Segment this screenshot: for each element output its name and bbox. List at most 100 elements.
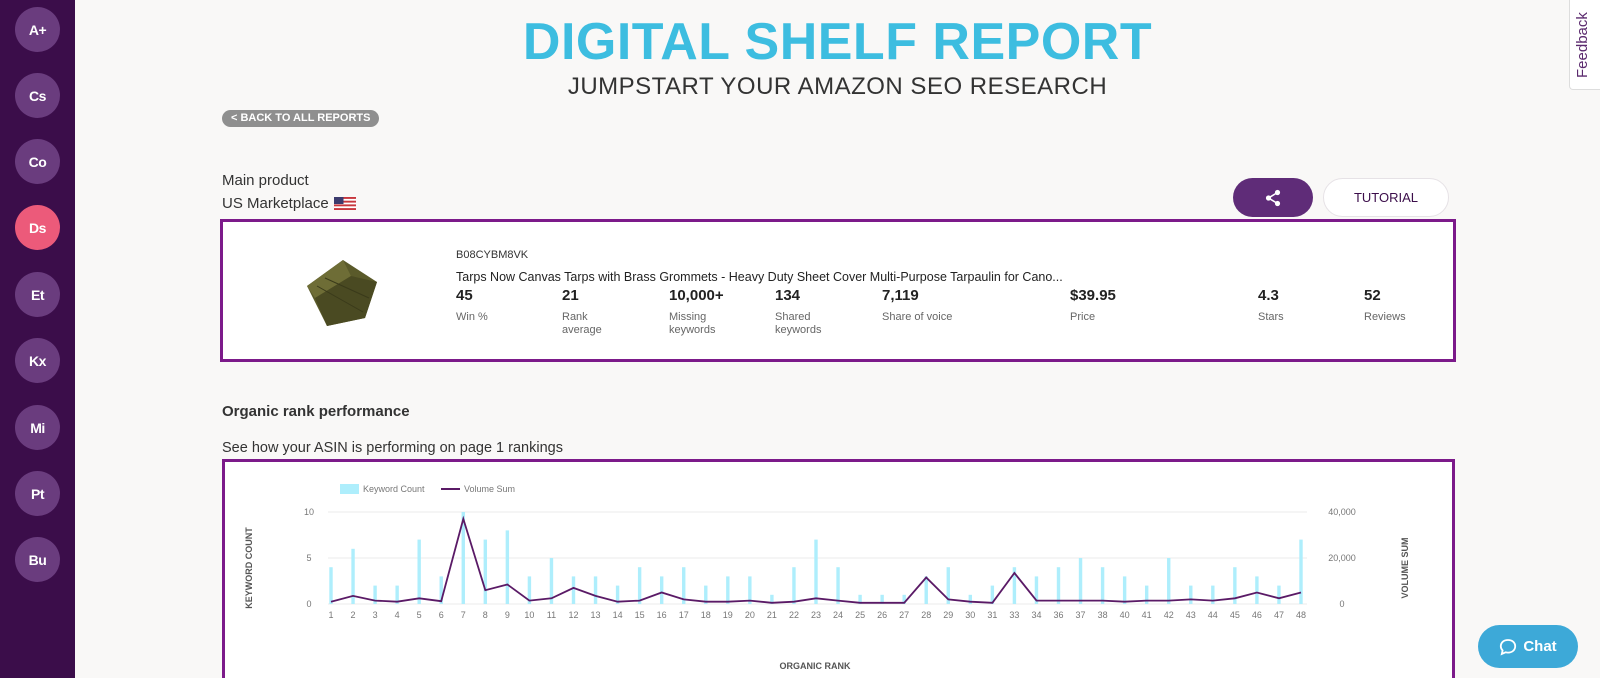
x-tick-label: 46 — [1252, 610, 1262, 620]
x-tick-label: 3 — [373, 610, 378, 620]
x-tick-label: 36 — [1053, 610, 1063, 620]
bar — [836, 567, 840, 604]
sidebar-item-kx[interactable]: Kx — [15, 338, 60, 383]
x-tick-label: 37 — [1076, 610, 1086, 620]
us-flag-icon — [333, 197, 356, 210]
x-tick-label: 47 — [1274, 610, 1284, 620]
bar — [792, 567, 796, 604]
x-tick-label: 45 — [1230, 610, 1240, 620]
product-card: B08CYBM8VK Tarps Now Canvas Tarps with B… — [220, 219, 1456, 362]
page-subtitle: JUMPSTART YOUR AMAZON SEO RESEARCH — [567, 73, 1108, 100]
bar — [1056, 567, 1061, 604]
x-tick-label: 38 — [1098, 610, 1108, 620]
x-tick-label: 28 — [921, 610, 931, 620]
x-tick-label: 6 — [439, 610, 444, 620]
feedback-label[interactable]: Feedback — [1574, 12, 1591, 78]
bar — [1034, 576, 1039, 604]
x-tick-label: 29 — [943, 610, 953, 620]
bar — [946, 567, 950, 604]
x-tick-label: 23 — [811, 610, 821, 620]
bar — [395, 585, 399, 604]
stat-shared-keywords: 134 Shared keywords — [775, 287, 821, 337]
back-to-reports-button[interactable]: < BACK TO ALL REPORTS — [222, 110, 380, 127]
bar — [461, 512, 465, 604]
sidebar-item-ds[interactable]: Ds — [15, 205, 60, 250]
stat-label: Price — [1070, 311, 1096, 323]
stat-win-percent: 45 Win % — [456, 287, 488, 324]
bar — [329, 567, 333, 604]
product-image — [307, 260, 377, 326]
stat-value: 7,119 — [882, 287, 919, 304]
x-tick-label: 15 — [635, 610, 645, 620]
bar — [1211, 585, 1215, 604]
bar — [902, 594, 906, 604]
bar — [880, 594, 884, 604]
sidebar: A+ Cs Co Ds Et Kx Mi Pt Bu — [0, 0, 75, 678]
bar — [659, 576, 664, 604]
x-tick-label: 21 — [767, 610, 777, 620]
x-tick-label: 26 — [877, 610, 887, 620]
bar — [549, 558, 554, 604]
x-tick-label: 8 — [483, 610, 488, 620]
bar — [351, 548, 355, 604]
sidebar-item-co[interactable]: Co — [15, 139, 60, 184]
bar — [417, 539, 421, 604]
y-tick-label: 0 — [306, 599, 311, 609]
x-tick-label: 10 — [524, 610, 534, 620]
sidebar-item-cs[interactable]: Cs — [15, 73, 60, 118]
chat-button[interactable]: Chat — [1478, 625, 1578, 668]
sidebar-item-mi[interactable]: Mi — [15, 405, 60, 450]
y-axis-title: KEYWORD COUNT — [244, 527, 254, 609]
stat-share-of-voice: 7,119 Share of voice — [882, 287, 952, 324]
organic-rank-chart-card: 0 0 5 20,000 10 40,000 1 2 3 4 5 6 7 8 9 10 11 12 13 14 15 16… — [222, 459, 1455, 678]
sidebar-item-bu[interactable]: Bu — [15, 537, 60, 582]
bar — [704, 585, 708, 604]
y2-tick-label: 0 — [1339, 599, 1344, 609]
x-tick-label: 19 — [723, 610, 733, 620]
x-tick-label: 48 — [1296, 610, 1306, 620]
stat-value: 134 — [775, 287, 801, 304]
x-tick-label: 4 — [395, 610, 400, 620]
stat-value: 10,000+ — [669, 287, 724, 304]
x-tick-label: 1 — [328, 610, 333, 620]
bar — [483, 539, 488, 604]
y-tick-label: 5 — [306, 553, 311, 563]
bar — [527, 576, 532, 604]
bar — [1277, 585, 1281, 604]
stat-label: Win % — [456, 311, 488, 323]
x-tick-label: 11 — [547, 610, 556, 620]
stat-missing-keywords: 10,000+ Missing keywords — [669, 287, 724, 337]
stat-value: 45 — [456, 287, 473, 304]
sidebar-item-pt[interactable]: Pt — [15, 471, 60, 516]
y-tick-label: 10 — [304, 507, 314, 517]
bar — [968, 594, 973, 604]
bar — [1255, 576, 1259, 604]
page-title: DIGITAL SHELF REPORT — [522, 13, 1153, 71]
product-title[interactable]: Tarps Now Canvas Tarps with Brass Gromme… — [456, 270, 1063, 284]
chat-label: Chat — [1523, 638, 1557, 655]
stat-label: Share of voice — [882, 311, 953, 323]
stat-reviews: 52 Reviews — [1364, 287, 1406, 324]
stat-price: $39.95 Price — [1070, 287, 1116, 324]
chat-bubble-icon — [1500, 638, 1517, 656]
bar — [924, 576, 928, 604]
bar — [1189, 585, 1193, 604]
share-button[interactable] — [1233, 178, 1313, 217]
feedback-tab[interactable] — [1569, 0, 1600, 90]
sidebar-item-aplus[interactable]: A+ — [15, 7, 60, 52]
bar — [1233, 567, 1237, 604]
organic-rank-subtitle: See how your ASIN is performing on page … — [222, 440, 563, 456]
marketplace-label: US Marketplace — [222, 195, 329, 212]
stat-label: Stars — [1258, 311, 1284, 323]
legend-bar-swatch — [340, 484, 359, 494]
bar — [814, 539, 818, 604]
x-tick-label: 31 — [987, 610, 997, 620]
x-tick-label: 5 — [417, 610, 422, 620]
bar — [748, 576, 752, 604]
marketplace: US Marketplace — [222, 195, 356, 212]
tutorial-button[interactable]: TUTORIAL — [1323, 178, 1449, 217]
sidebar-item-et[interactable]: Et — [15, 272, 60, 317]
bar — [593, 576, 598, 604]
x-tick-label: 20 — [745, 610, 755, 620]
x-tick-label: 18 — [701, 610, 711, 620]
